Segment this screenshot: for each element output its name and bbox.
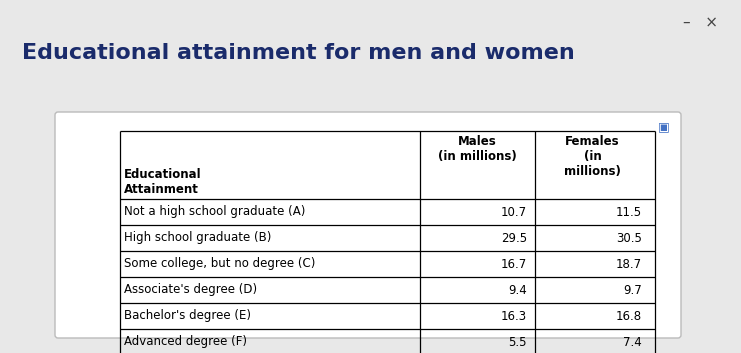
Text: Educational attainment for men and women: Educational attainment for men and women bbox=[22, 43, 575, 63]
Text: Advanced degree (F): Advanced degree (F) bbox=[124, 335, 247, 348]
Text: 5.5: 5.5 bbox=[508, 335, 527, 348]
Text: 9.7: 9.7 bbox=[623, 283, 642, 297]
Text: Some college, but no degree (C): Some college, but no degree (C) bbox=[124, 257, 316, 270]
Text: Males
(in millions): Males (in millions) bbox=[438, 135, 517, 163]
Text: 10.7: 10.7 bbox=[501, 205, 527, 219]
Text: 9.4: 9.4 bbox=[508, 283, 527, 297]
Text: Not a high school graduate (A): Not a high school graduate (A) bbox=[124, 205, 305, 219]
Text: 16.8: 16.8 bbox=[616, 310, 642, 323]
Text: Females
(in
millions): Females (in millions) bbox=[564, 135, 621, 178]
Text: 30.5: 30.5 bbox=[616, 232, 642, 245]
Text: –   ×: – × bbox=[683, 15, 718, 30]
Text: Bachelor's degree (E): Bachelor's degree (E) bbox=[124, 310, 251, 323]
Text: Associate's degree (D): Associate's degree (D) bbox=[124, 283, 257, 297]
Text: 7.4: 7.4 bbox=[623, 335, 642, 348]
Text: 16.3: 16.3 bbox=[501, 310, 527, 323]
Text: 11.5: 11.5 bbox=[616, 205, 642, 219]
FancyBboxPatch shape bbox=[55, 112, 681, 338]
Text: 29.5: 29.5 bbox=[501, 232, 527, 245]
Text: 18.7: 18.7 bbox=[616, 257, 642, 270]
Text: 16.7: 16.7 bbox=[501, 257, 527, 270]
Text: ▣: ▣ bbox=[658, 120, 670, 133]
Text: High school graduate (B): High school graduate (B) bbox=[124, 232, 271, 245]
Text: Educational
Attainment: Educational Attainment bbox=[124, 168, 202, 196]
